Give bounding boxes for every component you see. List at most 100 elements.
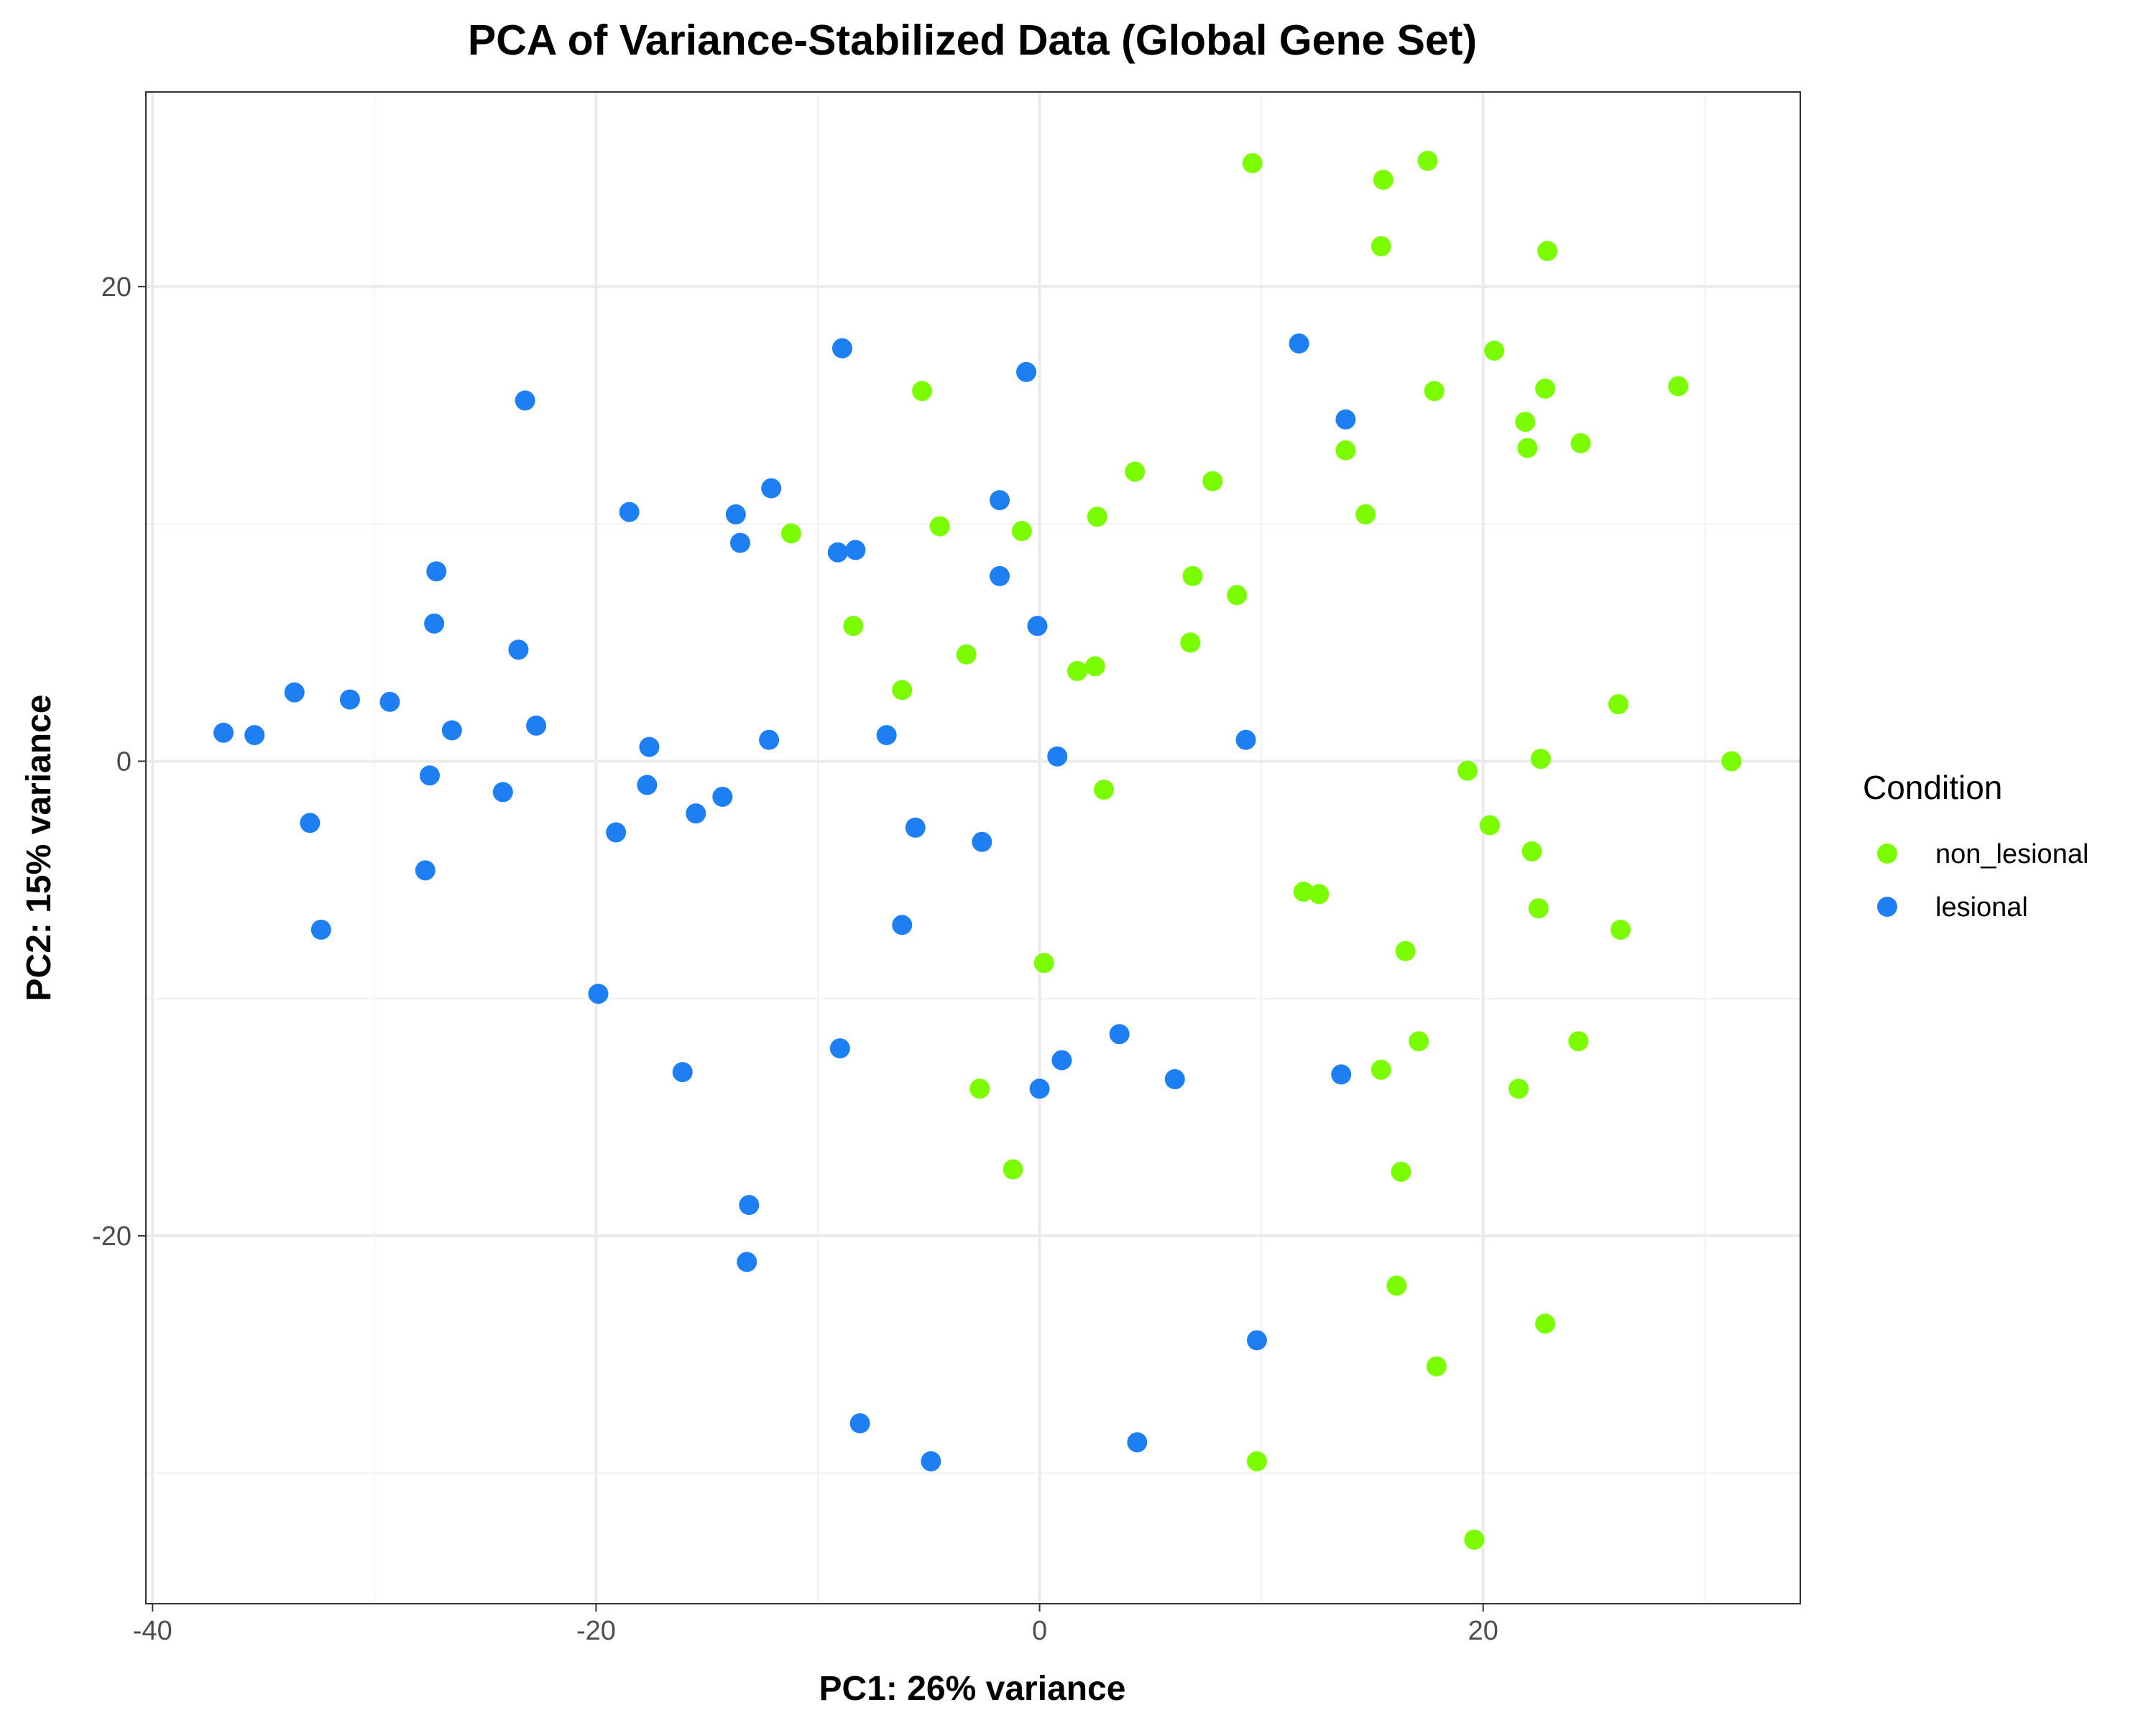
data-point <box>419 765 440 786</box>
data-point <box>1029 1078 1050 1099</box>
data-point <box>1535 1313 1556 1334</box>
data-point <box>829 1038 850 1059</box>
data-point <box>921 1451 941 1471</box>
data-point <box>1003 1159 1023 1180</box>
data-point <box>1242 153 1263 174</box>
minor-gridlines <box>146 92 1800 1604</box>
legend-key-lesional <box>1877 897 1897 917</box>
data-point <box>1335 409 1356 430</box>
data-point <box>508 639 529 660</box>
plot-panel-border <box>145 91 1801 1604</box>
data-point <box>515 390 535 411</box>
data-point <box>1424 381 1445 402</box>
data-point <box>415 860 436 881</box>
data-point <box>1246 1330 1267 1351</box>
data-point <box>1370 236 1391 257</box>
data-point <box>1293 882 1314 902</box>
legend-key-non-lesional <box>1877 844 1897 864</box>
data-point <box>780 523 801 544</box>
data-point <box>424 613 445 634</box>
y-axis-title: PC2: 15% variance <box>20 695 58 1002</box>
data-point <box>1426 1356 1447 1377</box>
data-point <box>725 504 746 525</box>
data-point <box>1508 1078 1529 1099</box>
data-point <box>1289 333 1309 354</box>
data-point <box>1570 433 1591 453</box>
x-axis-title: PC1: 26% variance <box>819 1670 1126 1708</box>
data-point <box>1535 378 1556 399</box>
data-point <box>284 682 305 703</box>
legend-items: non_lesional lesional <box>1877 839 2088 923</box>
data-point <box>1309 884 1330 905</box>
data-point <box>929 516 950 537</box>
data-point <box>1515 412 1536 433</box>
data-point <box>379 691 400 712</box>
data-point <box>1530 749 1551 770</box>
y-tick-label: 20 <box>101 272 132 302</box>
y-tick-label: -20 <box>92 1221 132 1252</box>
data-point <box>1235 729 1256 750</box>
data-point <box>1180 632 1201 653</box>
data-points <box>213 150 1742 1550</box>
x-tick-label: 20 <box>1468 1616 1498 1646</box>
data-point <box>1182 565 1203 586</box>
data-point <box>712 786 733 807</box>
data-point <box>912 381 933 402</box>
data-point <box>1608 694 1628 715</box>
legend-label-non-lesional: non_lesional <box>1935 839 2088 869</box>
data-point <box>1246 1451 1267 1471</box>
data-point <box>1051 1050 1072 1071</box>
data-point <box>1568 1031 1589 1052</box>
data-point <box>1417 150 1438 171</box>
data-point <box>339 689 360 710</box>
legend-title: Condition <box>1863 769 2002 806</box>
data-point <box>1386 1275 1407 1296</box>
data-point <box>972 831 992 852</box>
data-point <box>1016 361 1037 382</box>
data-point <box>1370 1059 1391 1080</box>
data-point <box>1479 815 1500 836</box>
data-point <box>588 984 609 1004</box>
data-point <box>441 720 462 741</box>
data-point <box>1164 1069 1185 1090</box>
data-point <box>1027 616 1048 637</box>
data-point <box>426 561 447 582</box>
data-point <box>1484 341 1505 361</box>
data-point <box>956 644 977 665</box>
data-point <box>905 817 926 838</box>
data-point <box>1084 656 1105 677</box>
legend: Condition non_lesional lesional <box>1863 769 2088 923</box>
data-point <box>1721 751 1742 772</box>
data-point <box>1109 1024 1130 1045</box>
data-point <box>637 775 658 795</box>
data-point <box>1335 440 1356 461</box>
series-non-lesional <box>780 150 1742 1550</box>
data-point <box>843 616 864 637</box>
chart-title: PCA of Variance-Stabilized Data (Global … <box>468 17 1477 64</box>
data-point <box>737 1252 757 1272</box>
data-point <box>1521 841 1542 861</box>
data-point <box>1537 241 1558 262</box>
data-point <box>1409 1031 1429 1052</box>
y-tick-label: 0 <box>116 747 132 777</box>
data-point <box>244 725 265 746</box>
major-gridlines <box>146 92 1800 1604</box>
data-point <box>1127 1432 1148 1453</box>
data-point <box>526 715 547 736</box>
data-point <box>1087 507 1107 527</box>
data-point <box>1517 438 1538 458</box>
data-point <box>300 813 321 833</box>
data-point <box>1355 504 1376 525</box>
series-lesional <box>213 333 1356 1471</box>
x-axis-ticks: -40 -20 0 20 <box>133 1604 1498 1646</box>
data-point <box>990 565 1010 586</box>
x-tick-label: 0 <box>1032 1616 1047 1646</box>
data-point <box>1094 780 1115 800</box>
data-point <box>492 782 513 803</box>
data-point <box>1331 1064 1352 1085</box>
data-point <box>1011 521 1032 542</box>
data-point <box>1202 471 1223 491</box>
